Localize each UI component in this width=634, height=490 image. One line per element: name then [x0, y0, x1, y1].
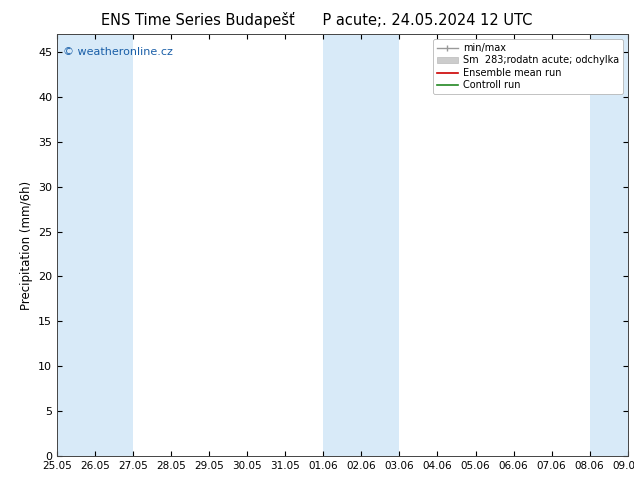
Text: ENS Time Series Budapešť      P acute;. 24.05.2024 12 UTC: ENS Time Series Budapešť P acute;. 24.05…: [101, 12, 533, 28]
Legend: min/max, Sm  283;rodatn acute; odchylka, Ensemble mean run, Controll run: min/max, Sm 283;rodatn acute; odchylka, …: [432, 39, 623, 94]
Text: © weatheronline.cz: © weatheronline.cz: [63, 47, 172, 57]
Bar: [57, 34, 133, 456]
Y-axis label: Precipitation (mm/6h): Precipitation (mm/6h): [20, 180, 32, 310]
Bar: [590, 34, 628, 456]
Bar: [323, 34, 399, 456]
